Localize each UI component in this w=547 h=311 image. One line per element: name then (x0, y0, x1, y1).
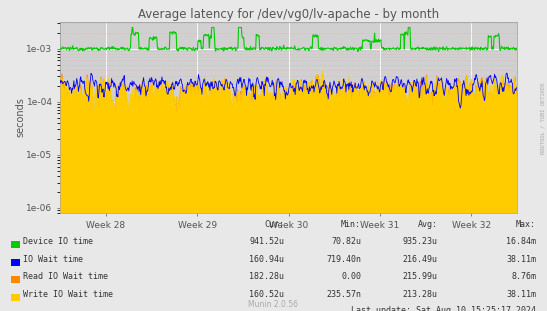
Text: 215.99u: 215.99u (403, 272, 438, 281)
Text: Last update: Sat Aug 10 15:25:17 2024: Last update: Sat Aug 10 15:25:17 2024 (351, 305, 536, 311)
Text: 0.00: 0.00 (341, 272, 361, 281)
Text: IO Wait time: IO Wait time (23, 254, 83, 263)
Title: Average latency for /dev/vg0/lv-apache - by month: Average latency for /dev/vg0/lv-apache -… (138, 7, 439, 21)
Text: 935.23u: 935.23u (403, 237, 438, 246)
Text: Max:: Max: (516, 220, 536, 229)
Text: Avg:: Avg: (417, 220, 438, 229)
Text: 38.11m: 38.11m (506, 254, 536, 263)
Text: 8.76m: 8.76m (511, 272, 536, 281)
Text: 213.28u: 213.28u (403, 290, 438, 299)
Text: Read IO Wait time: Read IO Wait time (23, 272, 108, 281)
Text: 70.82u: 70.82u (331, 237, 361, 246)
Text: Min:: Min: (341, 220, 361, 229)
Y-axis label: seconds: seconds (15, 97, 25, 137)
Text: Cur:: Cur: (264, 220, 284, 229)
Text: Write IO Wait time: Write IO Wait time (23, 290, 113, 299)
Text: Device IO time: Device IO time (23, 237, 93, 246)
Text: 16.84m: 16.84m (506, 237, 536, 246)
Text: 216.49u: 216.49u (403, 254, 438, 263)
Text: 160.94u: 160.94u (249, 254, 284, 263)
Text: 38.11m: 38.11m (506, 290, 536, 299)
Text: RRDTOOL / TOBI OETIKER: RRDTOOL / TOBI OETIKER (541, 82, 546, 154)
Text: 182.28u: 182.28u (249, 272, 284, 281)
Text: 160.52u: 160.52u (249, 290, 284, 299)
Text: 941.52u: 941.52u (249, 237, 284, 246)
Text: 235.57n: 235.57n (326, 290, 361, 299)
Text: Munin 2.0.56: Munin 2.0.56 (248, 300, 299, 309)
Text: 719.40n: 719.40n (326, 254, 361, 263)
